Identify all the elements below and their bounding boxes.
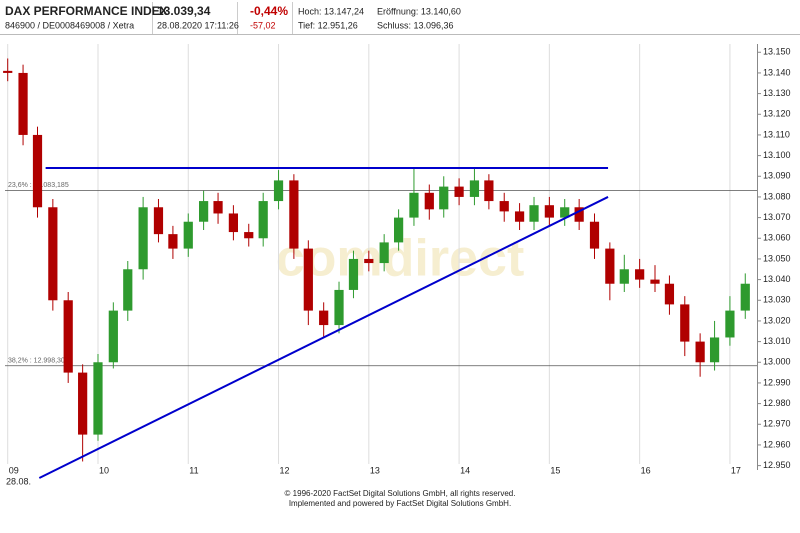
- candle-body: [48, 207, 58, 301]
- y-tick-label: 12.950: [763, 460, 791, 470]
- y-tick-label: 13.140: [763, 67, 791, 77]
- y-tick-label: 13.110: [763, 129, 790, 139]
- candle-body: [664, 283, 675, 305]
- timestamp: 28.08.2020 17:11:26: [157, 20, 239, 30]
- candle-body: [258, 201, 268, 239]
- low: Tief: 12.951,26: [298, 20, 358, 30]
- y-tick-label: 13.000: [763, 357, 791, 367]
- change-pct: -0,44%: [250, 4, 288, 18]
- y-tick-label: 13.120: [763, 109, 791, 119]
- close: Schluss: 13.096,36: [377, 20, 454, 30]
- candle-body: [183, 221, 193, 249]
- candle-body: [319, 310, 329, 326]
- y-tick-label: 13.130: [763, 88, 791, 98]
- candle-body: [78, 372, 88, 435]
- candle-body: [364, 258, 374, 264]
- x-tick-label: 15: [550, 465, 560, 475]
- candle-body: [560, 207, 570, 218]
- candle-body: [63, 300, 73, 373]
- candle-body: [32, 134, 43, 208]
- x-tick-label: 09: [9, 465, 19, 475]
- candle-body: [18, 72, 28, 135]
- reference-label: 38,2% : 12.998,309: [8, 358, 69, 365]
- open: Eröffnung: 13.140,60: [377, 6, 461, 16]
- y-tick-label: 13.080: [763, 191, 791, 201]
- candle-body: [409, 192, 419, 218]
- candle-body: [499, 201, 509, 212]
- candle-body: [289, 180, 299, 249]
- high: Hoch: 13.147,24: [298, 6, 364, 16]
- candle-body: [529, 205, 539, 222]
- y-tick-label: 13.150: [763, 47, 791, 57]
- candle-body: [635, 269, 645, 280]
- y-tick-label: 12.960: [763, 439, 791, 449]
- y-tick-label: 12.990: [763, 377, 791, 387]
- candle-body: [709, 337, 720, 363]
- candle-body: [695, 341, 705, 363]
- y-tick-label: 13.030: [763, 295, 791, 305]
- candle-body: [589, 221, 600, 249]
- candle-body: [168, 234, 178, 249]
- x-tick-label: 12: [280, 465, 290, 475]
- candle-body: [454, 186, 464, 197]
- date-label: 28.08.: [6, 476, 31, 486]
- candle-body: [273, 180, 284, 202]
- y-tick-label: 13.090: [763, 171, 791, 181]
- candle-body: [153, 207, 164, 235]
- candle-body: [469, 180, 480, 197]
- candle-body: [199, 201, 209, 222]
- candle-body: [650, 279, 660, 284]
- price: 13.039,34: [157, 4, 211, 18]
- candle-body: [393, 217, 404, 243]
- x-tick-label: 11: [189, 465, 198, 475]
- candle-body: [514, 211, 525, 222]
- y-tick-label: 13.010: [763, 336, 791, 346]
- candle-body: [108, 310, 118, 363]
- candle-body: [544, 205, 554, 218]
- candle-body: [574, 207, 584, 222]
- candle-body: [424, 192, 434, 210]
- x-tick-label: 17: [731, 465, 741, 475]
- candle-body: [379, 242, 389, 264]
- y-tick-label: 12.980: [763, 398, 791, 408]
- candle-body: [213, 201, 223, 214]
- x-tick-label: 13: [370, 465, 380, 475]
- index-ids: 846900 / DE0008469008 / Xetra: [5, 20, 134, 30]
- y-tick-label: 13.100: [763, 150, 791, 160]
- candle-body: [484, 180, 494, 202]
- candle-body: [93, 362, 103, 435]
- candle-body: [725, 310, 735, 338]
- candle-body: [439, 186, 449, 210]
- candle-body: [740, 283, 750, 311]
- candle-body: [348, 258, 359, 290]
- candle-body: [334, 289, 344, 326]
- y-tick-label: 13.050: [763, 253, 791, 263]
- index-name: DAX PERFORMANCE INDEX: [5, 4, 168, 18]
- footer-copyright: © 1996-2020 FactSet Digital Solutions Gm…: [285, 489, 516, 498]
- y-tick-label: 13.020: [763, 315, 791, 325]
- candle-body: [138, 207, 148, 270]
- candle-body: [228, 213, 239, 233]
- candle-body: [619, 269, 629, 284]
- footer-powered: Implemented and powered by FactSet Digit…: [289, 499, 511, 508]
- candle-body: [605, 248, 615, 284]
- trendline: [38, 196, 609, 479]
- x-tick-label: 16: [641, 465, 651, 475]
- y-tick-label: 12.970: [763, 419, 791, 429]
- x-tick-label: 10: [99, 465, 109, 475]
- candle-body: [303, 248, 313, 311]
- y-tick-label: 13.040: [763, 274, 791, 284]
- x-tick-label: 14: [460, 465, 470, 475]
- y-tick-label: 13.070: [763, 212, 791, 222]
- candle-body: [680, 304, 690, 342]
- candle-body: [123, 269, 133, 311]
- candle-body: [3, 70, 13, 73]
- change-abs: -57,02: [250, 20, 276, 30]
- candle-body: [244, 232, 254, 239]
- y-tick-label: 13.060: [763, 233, 791, 243]
